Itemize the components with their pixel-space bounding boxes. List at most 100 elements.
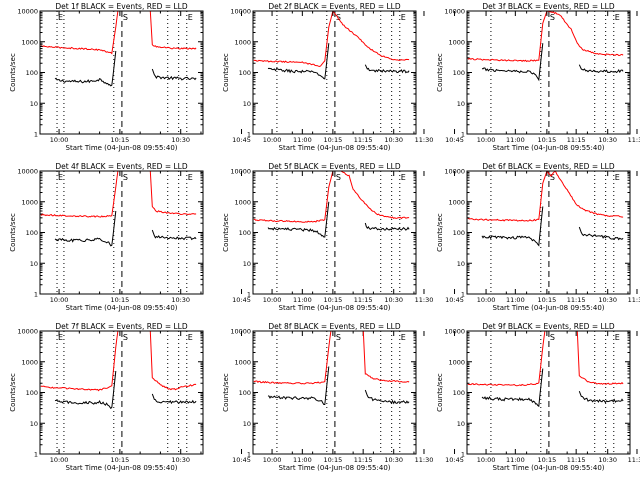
y-tick-label: 100 [26, 229, 38, 237]
y-tick-label: 10 [457, 420, 465, 428]
y-axis-label: Counts/sec [436, 53, 444, 92]
marker-label: E [401, 333, 406, 342]
y-tick-label: 10 [457, 260, 465, 268]
marker-label: E [615, 333, 620, 342]
x-tick-label: 10:15 [324, 296, 343, 304]
marker-label: E [188, 333, 193, 342]
panel: E S E 1 10 100 1000 10000 10:00 10:15 10:30 10:45 11… [9, 322, 433, 472]
events-series-line [481, 368, 624, 408]
x-tick-label: 10:30 [384, 296, 403, 304]
panel-title: Det 9f BLACK = Events, RED = LLD [482, 322, 615, 331]
x-tick-label: 10:00 [50, 456, 69, 464]
lld-series-line [40, 331, 197, 392]
marker-label: S [550, 333, 555, 342]
y-tick-label: 1000 [21, 358, 38, 366]
y-tick-label: 100 [453, 389, 465, 397]
panel-title: Det 5f BLACK = Events, RED = LLD [268, 162, 401, 171]
x-tick-label: 10:45 [445, 456, 464, 464]
y-axis-label: Counts/sec [222, 53, 230, 92]
x-tick-label: 11:00 [293, 456, 312, 464]
lld-series-line [253, 171, 410, 223]
y-tick-label: 10000 [17, 328, 38, 336]
y-tick-label: 10 [30, 420, 38, 428]
x-tick-label: 11:00 [506, 296, 525, 304]
y-tick-label: 100 [239, 389, 251, 397]
lld-series-line [467, 331, 624, 387]
x-tick-label: 10:15 [538, 296, 557, 304]
marker-label: S [550, 173, 555, 182]
marker-label: E [58, 333, 63, 342]
panel: S E 1 10 100 1000 10000 10:00 10:15 10:30 10:45 11:… [436, 162, 631, 312]
x-tick-label: 10:00 [477, 456, 496, 464]
y-tick-label: 1 [34, 131, 38, 139]
x-tick-label: 10:15 [111, 456, 130, 464]
lld-series-line [253, 331, 410, 385]
y-axis-label: Counts/sec [9, 373, 17, 412]
panel: S E 1 10 100 1000 10000 10:00 10:15 10:30 10:45 11:… [222, 322, 640, 472]
events-series-line [54, 210, 197, 247]
x-tick-label: 11:15 [354, 456, 373, 464]
y-axis-label: Counts/sec [9, 53, 17, 92]
y-tick-label: 100 [453, 69, 465, 77]
x-tick-label: 10:45 [232, 456, 251, 464]
lld-series-line [253, 11, 410, 68]
y-axis-label: Counts/sec [222, 373, 230, 412]
x-tick-label: 11:00 [293, 296, 312, 304]
y-tick-label: 100 [453, 229, 465, 237]
x-tick-label: 11:30 [415, 296, 434, 304]
y-tick-label: 1 [34, 451, 38, 459]
events-series-line [481, 43, 624, 82]
marker-label: E [188, 173, 193, 182]
y-tick-label: 1 [461, 291, 465, 299]
y-tick-label: 10000 [17, 168, 38, 176]
marker-label: E [615, 173, 620, 182]
x-axis-label: Start Time (04-Jun-08 09:55:40) [66, 464, 178, 472]
x-tick-label: 10:45 [232, 296, 251, 304]
x-tick-label: 11:15 [567, 456, 586, 464]
x-tick-label: 10:00 [50, 136, 69, 144]
y-tick-label: 10 [243, 260, 251, 268]
panel: E S E 1 10 100 1000 10000 10:00 10:15 10:30 10:45 11… [9, 162, 433, 312]
x-tick-label: 11:30 [628, 136, 640, 144]
x-tick-label: 10:30 [598, 456, 617, 464]
x-tick-label: 10:00 [263, 296, 282, 304]
y-tick-label: 1 [461, 451, 465, 459]
y-tick-label: 1000 [21, 198, 38, 206]
y-tick-label: 1000 [234, 198, 251, 206]
x-tick-label: 10:30 [384, 456, 403, 464]
marker-label: E [58, 13, 63, 22]
marker-label: E [58, 173, 63, 182]
y-tick-label: 10000 [230, 168, 251, 176]
y-tick-label: 1 [34, 291, 38, 299]
x-tick-label: 10:15 [111, 296, 130, 304]
panel: S E 1 10 100 1000 10000 10:00 10:15 10:30 10:45 11:… [222, 162, 640, 312]
x-axis-label: Start Time (04-Jun-08 09:55:40) [66, 144, 178, 152]
y-axis-label: Counts/sec [436, 213, 444, 252]
x-axis-label: Start Time (04-Jun-08 09:55:40) [493, 304, 605, 312]
x-axis-label: Start Time (04-Jun-08 09:55:40) [493, 464, 605, 472]
y-tick-label: 1 [247, 131, 251, 139]
panel: S E 1 10 100 1000 10000 10:00 10:15 10:30 10:45 11:… [436, 2, 631, 152]
events-series-line [481, 206, 624, 247]
marker-label: S [123, 333, 128, 342]
x-tick-label: 10:15 [324, 136, 343, 144]
x-tick-label: 10:45 [232, 136, 251, 144]
lld-series-line [467, 171, 624, 222]
marker-label: S [123, 13, 128, 22]
events-series-line [267, 201, 410, 238]
panel-title: Det 7f BLACK = Events, RED = LLD [55, 322, 188, 331]
x-axis-label: Start Time (04-Jun-08 09:55:40) [279, 464, 391, 472]
panel-title: Det 8f BLACK = Events, RED = LLD [268, 322, 401, 331]
marker-label: E [401, 13, 406, 22]
x-tick-label: 10:30 [384, 136, 403, 144]
x-tick-label: 11:30 [628, 456, 640, 464]
x-tick-label: 10:00 [50, 296, 69, 304]
x-tick-label: 11:30 [628, 296, 640, 304]
y-axis-label: Counts/sec [9, 213, 17, 252]
events-series-line [54, 50, 197, 87]
marker-label: S [336, 173, 341, 182]
x-tick-label: 11:00 [506, 456, 525, 464]
panel: S E 1 10 100 1000 10000 10:00 10:15 10:30 10:45 11:… [436, 322, 631, 472]
panel-title: Det 4f BLACK = Events, RED = LLD [55, 162, 188, 171]
